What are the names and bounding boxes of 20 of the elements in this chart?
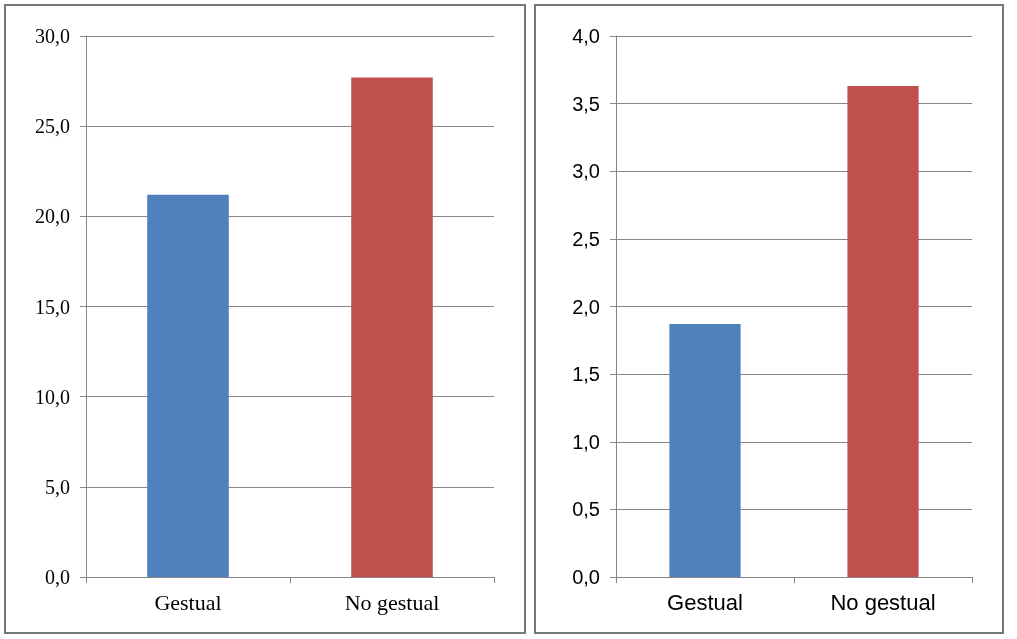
- y-tick-label: 4,0: [572, 25, 600, 47]
- y-tick-label: 0,0: [572, 566, 600, 588]
- y-tick-label: 0,5: [572, 498, 600, 521]
- y-tick-label: 0,0: [45, 566, 70, 588]
- x-tick-label: No gestual: [344, 589, 440, 615]
- y-tick-label: 1,0: [572, 430, 600, 453]
- y-tick-label: 10,0: [35, 385, 70, 408]
- y-tick-label: 25,0: [35, 115, 70, 138]
- y-tick-label: 2,5: [572, 227, 600, 250]
- y-tick-label: 3,0: [572, 160, 600, 183]
- y-tick-label: 20,0: [35, 205, 70, 228]
- y-tick-label: 5,0: [45, 475, 70, 498]
- x-tick-label: Gestual: [667, 589, 743, 615]
- y-tick-label: 2,0: [572, 295, 600, 318]
- y-tick-label: 1,5: [572, 363, 600, 386]
- x-tick-label: Gestual: [154, 589, 222, 615]
- x-tick-label: No gestual: [830, 589, 936, 615]
- y-tick-label: 3,5: [572, 92, 600, 115]
- y-tick-label: 30,0: [35, 25, 70, 47]
- y-tick-label: 15,0: [35, 295, 70, 318]
